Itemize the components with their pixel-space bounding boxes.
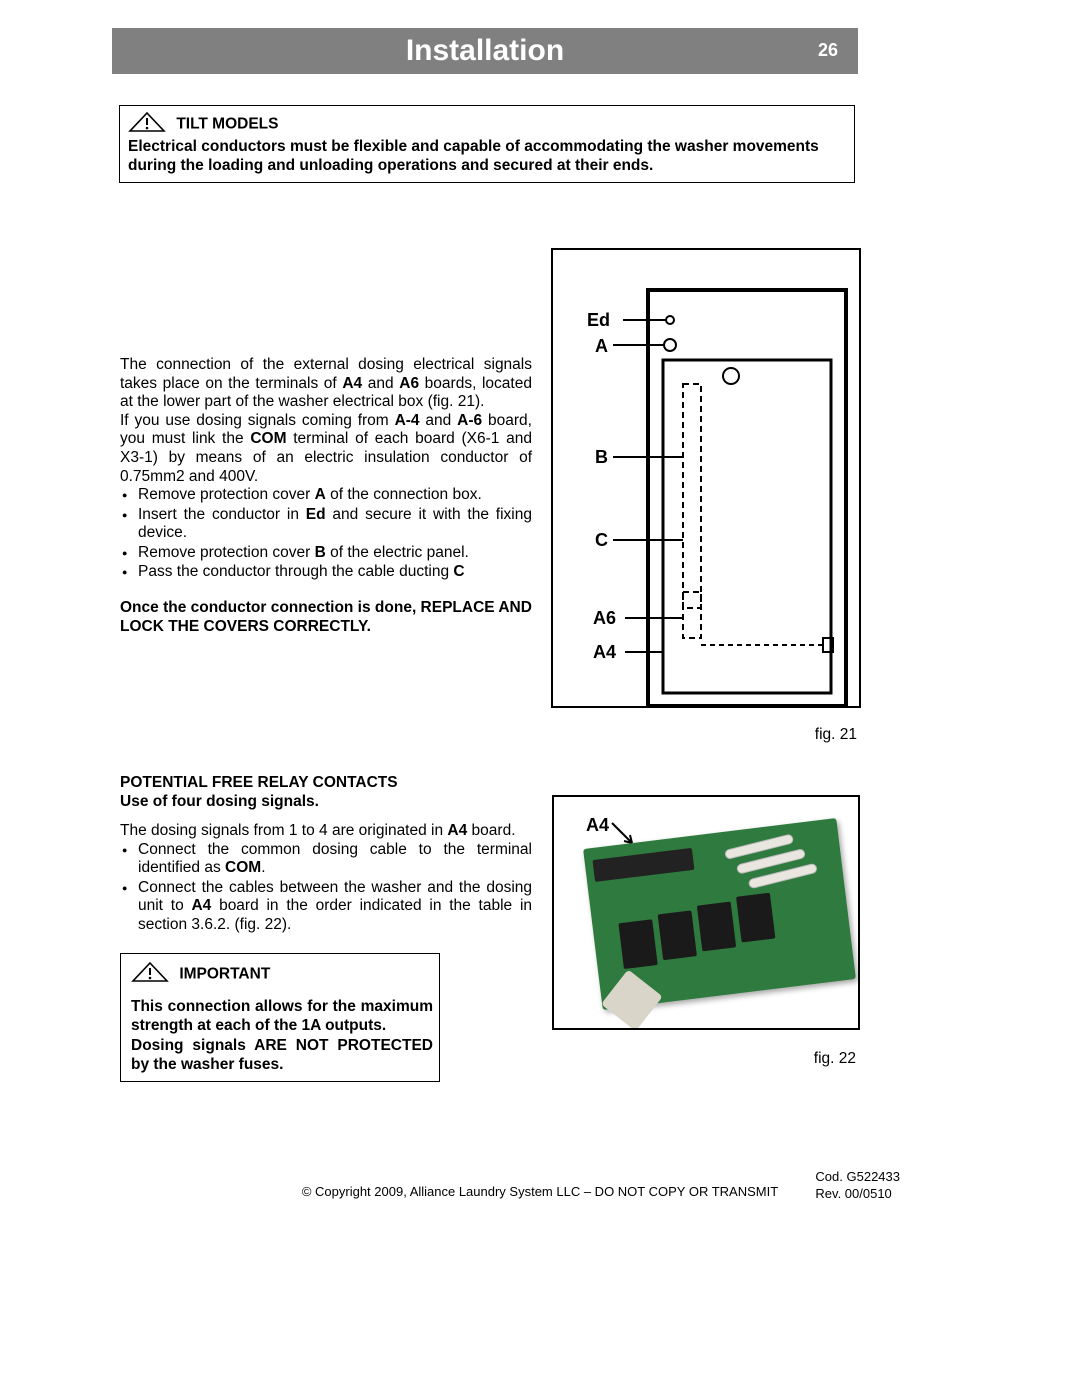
footer-copyright: © Copyright 2009, Alliance Laundry Syste… bbox=[0, 1184, 1080, 1199]
tilt-models-warning-box: TILT MODELS Electrical conductors must b… bbox=[119, 105, 855, 183]
para-1: The connection of the external dosing el… bbox=[120, 356, 532, 412]
important-line-1: This connection allows for the maximum s… bbox=[131, 997, 433, 1036]
label-a4: A4 bbox=[593, 642, 616, 663]
bullet-remove-cover-b: Remove protection cover B of the electri… bbox=[120, 544, 532, 563]
bullet-insert-ed: Insert the conductor in Ed and secure it… bbox=[120, 506, 532, 543]
label-a6: A6 bbox=[593, 608, 616, 629]
figure-22-caption: fig. 22 bbox=[552, 1050, 860, 1068]
important-title: IMPORTANT bbox=[179, 966, 270, 983]
bullet-remove-cover-a: Remove protection cover A of the connect… bbox=[120, 486, 532, 505]
bullet-cable-ducting-c: Pass the conductor through the cable duc… bbox=[120, 563, 532, 582]
relay-contacts-body: The dosing signals from 1 to 4 are origi… bbox=[120, 822, 532, 936]
warning-icon bbox=[131, 962, 169, 987]
important-box-wrap: IMPORTANT This connection allows for the… bbox=[120, 953, 532, 1082]
conclusion-note: Once the conductor connection is done, R… bbox=[120, 598, 532, 637]
footer-code: Cod. G522433 Rev. 00/0510 bbox=[815, 1169, 900, 1203]
bullet-a4-order: Connect the cables between the washer an… bbox=[120, 879, 532, 935]
label-a: A bbox=[595, 336, 608, 357]
sec2-intro: The dosing signals from 1 to 4 are origi… bbox=[120, 822, 532, 841]
warning-body: Electrical conductors must be flexible a… bbox=[128, 137, 846, 176]
header-title: Installation bbox=[406, 34, 564, 68]
important-line-2: Dosing signals ARE NOT PROTECTED by the … bbox=[131, 1036, 433, 1075]
procedure-bullets-1: Remove protection cover A of the connect… bbox=[120, 486, 532, 583]
header-bar: Installation 26 bbox=[112, 28, 858, 74]
figure-21: Ed A B C A6 A4 fig. 21 bbox=[551, 248, 861, 744]
label-ed: Ed bbox=[587, 310, 610, 331]
relay-contacts-heading: POTENTIAL FREE RELAY CONTACTS Use of fou… bbox=[120, 773, 532, 812]
page-number: 26 bbox=[818, 40, 838, 61]
figure-22-photo: A4 bbox=[552, 795, 860, 1030]
warning-icon bbox=[128, 112, 166, 137]
label-a4-board: A4 bbox=[586, 815, 609, 836]
important-box: IMPORTANT This connection allows for the… bbox=[120, 953, 440, 1082]
label-b: B bbox=[595, 447, 608, 468]
dosing-connection-paragraphs: The connection of the external dosing el… bbox=[120, 356, 532, 486]
warning-title: TILT MODELS bbox=[176, 116, 278, 133]
figure-21-caption: fig. 21 bbox=[551, 726, 861, 744]
pcb-board-graphic bbox=[583, 818, 856, 1010]
para-2: If you use dosing signals coming from A-… bbox=[120, 412, 532, 486]
figure-22: A4 fig. 22 bbox=[552, 795, 860, 1068]
figure-21-schematic: Ed A B C A6 A4 bbox=[551, 248, 861, 708]
bullet-com-cable: Connect the common dosing cable to the t… bbox=[120, 841, 532, 878]
label-c: C bbox=[595, 530, 608, 551]
